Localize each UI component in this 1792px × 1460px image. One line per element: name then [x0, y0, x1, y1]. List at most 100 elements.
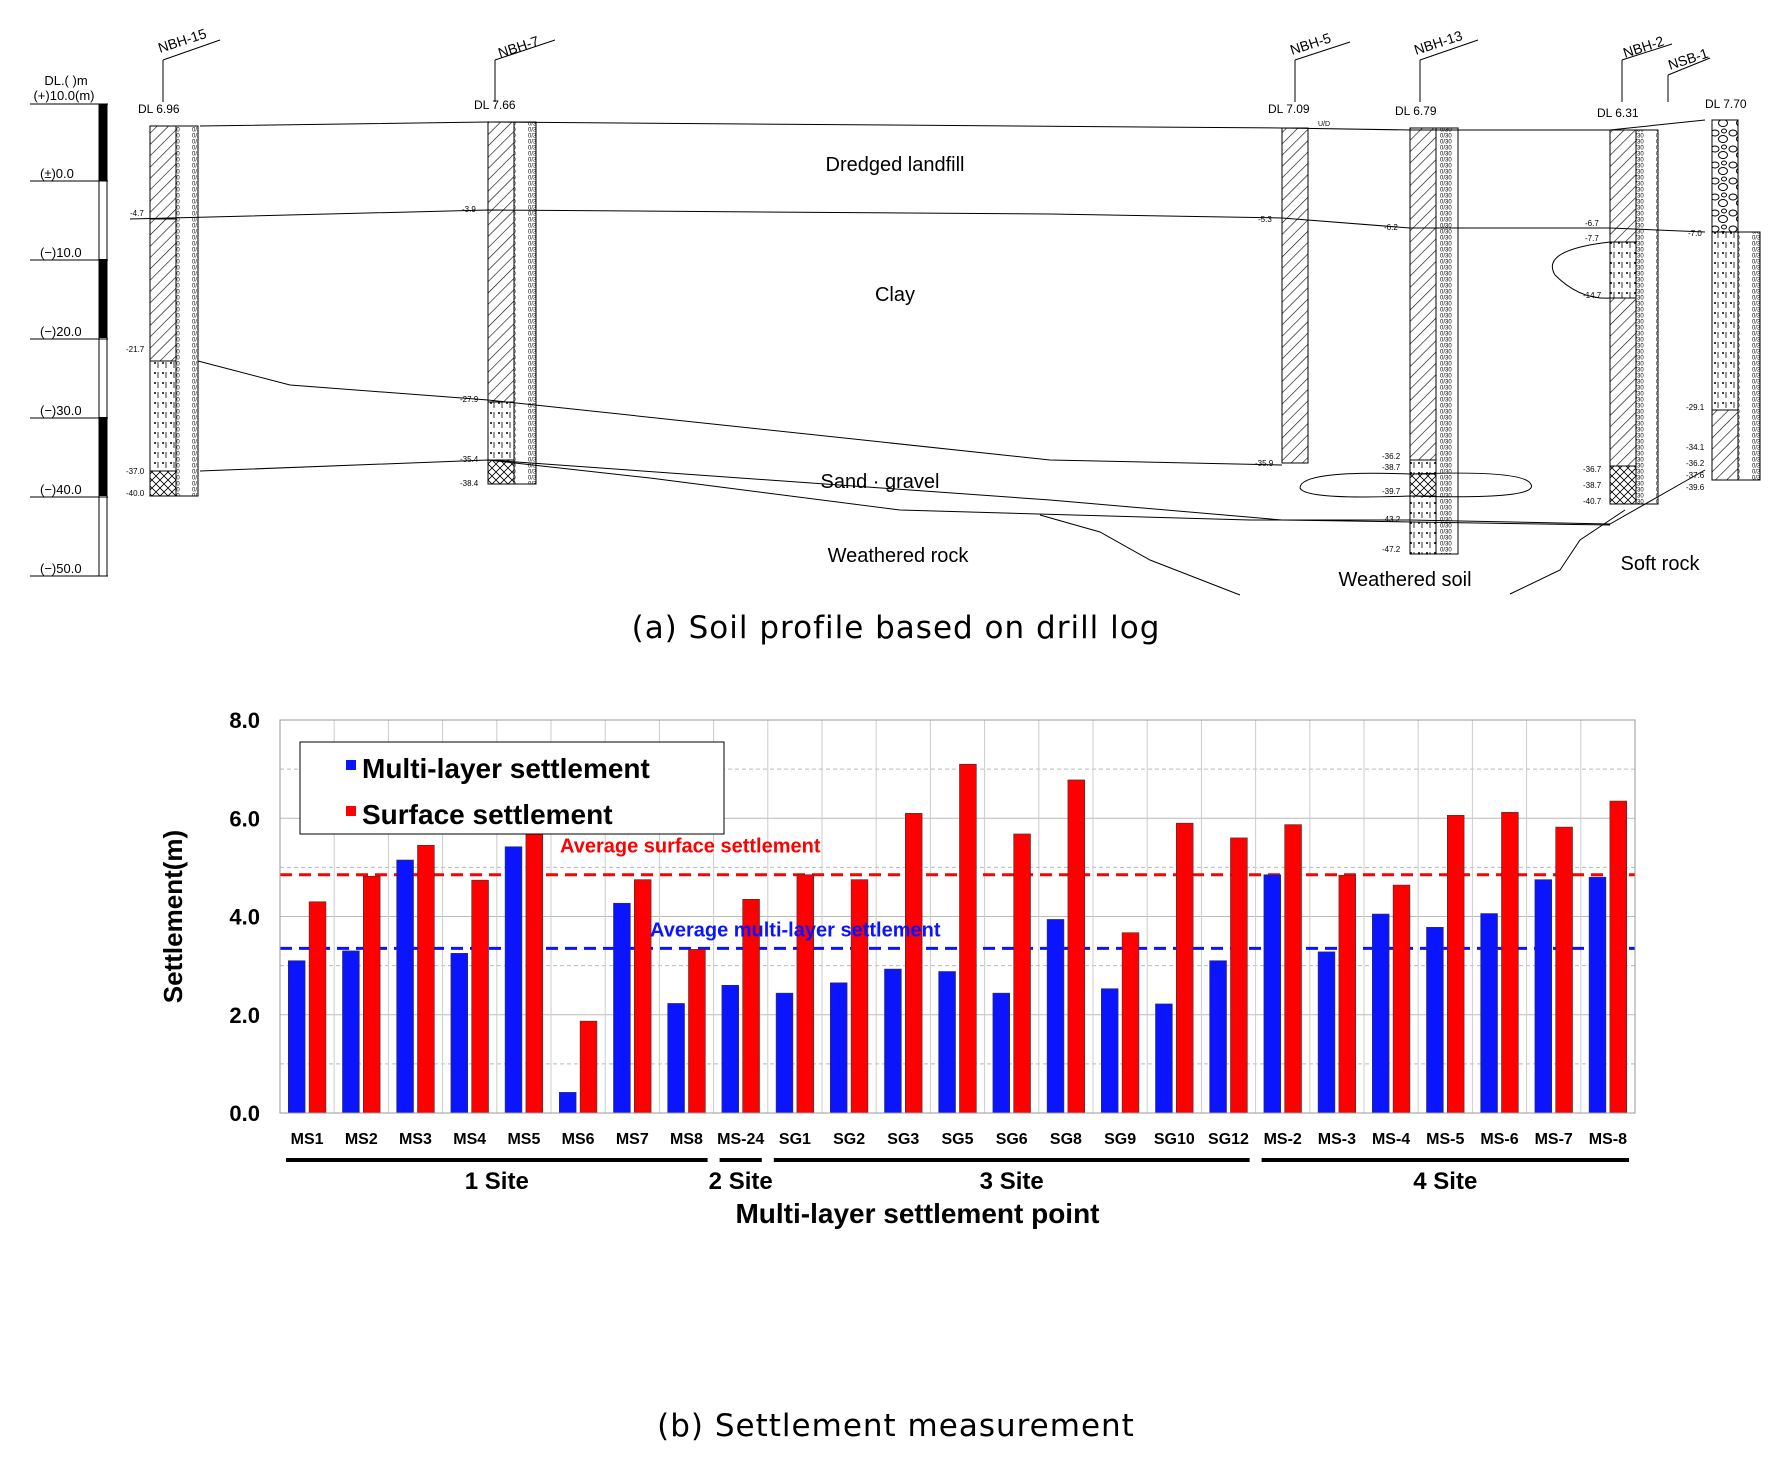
- bar: [775, 992, 794, 1114]
- depth-label: -7.7: [1585, 234, 1599, 243]
- clay-sand-boundary: [197, 360, 1283, 466]
- plot-frame: [279, 719, 1636, 1114]
- scale-tick: (−)30.0: [40, 403, 82, 418]
- borehole-name: NSB-1: [1666, 45, 1710, 73]
- legend-label-surface: Surface settlement: [362, 799, 613, 830]
- scale-tick: (−)20.0: [40, 324, 82, 339]
- borehole-name: NBH-15: [156, 25, 209, 56]
- bar: [1501, 812, 1519, 1114]
- bar: [884, 968, 902, 1114]
- scale-header-bottom: (+)10.0(m): [33, 88, 94, 103]
- borehole-NBH-13: NBH-13 DL 6.79 -6.2 -36.2 -38.7 -39.7 -4…: [1382, 27, 1479, 555]
- bar: [417, 844, 435, 1114]
- depth-label: -21.7: [126, 345, 145, 354]
- depth-label: -47.2: [1382, 545, 1401, 554]
- bar: [1176, 822, 1194, 1114]
- bar: [1609, 800, 1628, 1114]
- group-label: 1 Site: [465, 1168, 529, 1195]
- bar: [1263, 874, 1281, 1114]
- bar: [362, 875, 381, 1114]
- group-label: 3 Site: [980, 1168, 1044, 1195]
- bar: [396, 859, 414, 1114]
- x-tick-label: SG2: [833, 1131, 865, 1148]
- bar: [829, 982, 848, 1114]
- legend-label-multi-layer: Multi-layer settlement: [362, 753, 650, 784]
- x-tick-label: MS-2: [1264, 1131, 1302, 1148]
- bar: [308, 901, 327, 1114]
- y-axis-label: Settlement(m): [158, 830, 188, 1003]
- depth-label: -3.9: [462, 205, 476, 214]
- depth-label: -35.9: [1255, 459, 1274, 468]
- x-tick-label: MS3: [399, 1131, 432, 1148]
- depth-label: -43.2: [1382, 515, 1401, 524]
- layer-label-soft-rock: Soft rock: [1621, 553, 1701, 575]
- bar: [287, 960, 306, 1114]
- bar: [1371, 913, 1390, 1114]
- ground-surface-line: [199, 119, 1706, 131]
- borehole-dl: DL 7.09: [1268, 102, 1310, 116]
- depth-label: -38.7: [1583, 481, 1602, 490]
- borehole-NBH-2: NBH-2 DL 6.31 -6.7 -7.7 -14.7 -36.7 -38.…: [1583, 33, 1673, 506]
- x-tick-label: MS-3: [1318, 1131, 1356, 1148]
- layer-label-dredged: Dredged landfill: [826, 154, 965, 176]
- bar: [1013, 833, 1031, 1114]
- bar: [579, 1020, 598, 1114]
- borehole-NBH-15: NBH-15 DL 6.96 -4.7 -21.7 -37.0 -40.0: [126, 25, 221, 498]
- group-label: 4 Site: [1413, 1168, 1477, 1195]
- clay-lens-nbh2: [1551, 241, 1611, 299]
- legend-swatch-surface: [346, 806, 356, 816]
- x-tick-label: MS2: [345, 1131, 378, 1148]
- bar: [450, 953, 469, 1114]
- bars: [287, 763, 1628, 1114]
- depth-label: -27.9: [460, 395, 479, 404]
- x-tick-label: SG3: [887, 1131, 919, 1148]
- layer-label-weathered-soil: Weathered soil: [1338, 569, 1471, 591]
- weathered-rock-boundary: [487, 459, 1706, 525]
- x-tick-label: MS7: [616, 1131, 649, 1148]
- x-tick-label: SG5: [941, 1131, 973, 1148]
- depth-label: -5.3: [1258, 215, 1272, 224]
- borehole-dl: DL 6.79: [1395, 104, 1437, 118]
- x-tick-label: MS-5: [1426, 1131, 1464, 1148]
- bar: [1555, 826, 1573, 1114]
- borehole-NBH-5: NBH-5 DL 7.09 U/D -5.3 -35.9: [1255, 30, 1351, 468]
- bar: [1046, 919, 1065, 1114]
- bar: [633, 879, 652, 1114]
- x-tick-label: MS-6: [1480, 1131, 1518, 1148]
- borehole-NSB-1: NSB-1 DL 7.70 -7.0 -29.1 -34.1 -36.2 -37…: [1666, 45, 1761, 492]
- scale-tick: (−)40.0: [40, 482, 82, 497]
- depth-label: -6.7: [1585, 219, 1599, 228]
- x-tick-label: MS-7: [1535, 1131, 1573, 1148]
- x-tick-label: MS5: [507, 1131, 540, 1148]
- scale-header-top: DL.( )m: [44, 73, 87, 88]
- bar: [1317, 951, 1336, 1114]
- bar: [1534, 879, 1552, 1114]
- depth-label: -39.7: [1382, 487, 1401, 496]
- bar: [471, 879, 489, 1114]
- x-axis-label: Multi-layer settlement point: [735, 1198, 1099, 1229]
- bar: [688, 949, 706, 1114]
- bar: [992, 992, 1011, 1114]
- bar: [1100, 988, 1119, 1114]
- layer-boundaries: [129, 119, 1706, 596]
- bar: [525, 832, 544, 1114]
- layer-labels: Dredged landfill Clay Sand · gravel Weat…: [821, 154, 1701, 591]
- borehole-name: NBH-5: [1288, 30, 1333, 58]
- borehole-NBH-7: NBH-7 DL 7.66 -3.9 -27.9 -35.4 -38.4: [460, 33, 556, 488]
- x-tick-label: SG1: [779, 1131, 811, 1148]
- depth-label: -38.7: [1382, 463, 1401, 472]
- x-tick-label: SG8: [1050, 1131, 1082, 1148]
- depth-label: -36.7: [1583, 465, 1602, 474]
- depth-label: -4.7: [130, 209, 144, 218]
- dredged-clay-boundary: [129, 209, 1706, 233]
- borehole-dl: DL 6.96: [138, 102, 180, 116]
- x-tick-label: SG10: [1154, 1131, 1195, 1148]
- depth-label: -37.6: [1686, 471, 1705, 480]
- average-label: Average surface settlement: [560, 836, 821, 858]
- depth-label: -37.0: [126, 467, 145, 476]
- legend-swatch-multi-layer: [346, 760, 356, 770]
- depth-label: -36.2: [1382, 452, 1401, 461]
- layer-label-weathered-rock: Weathered rock: [828, 545, 970, 567]
- average-label: Average multi-layer settlement: [650, 919, 941, 941]
- x-tick-label: MS-4: [1372, 1131, 1410, 1148]
